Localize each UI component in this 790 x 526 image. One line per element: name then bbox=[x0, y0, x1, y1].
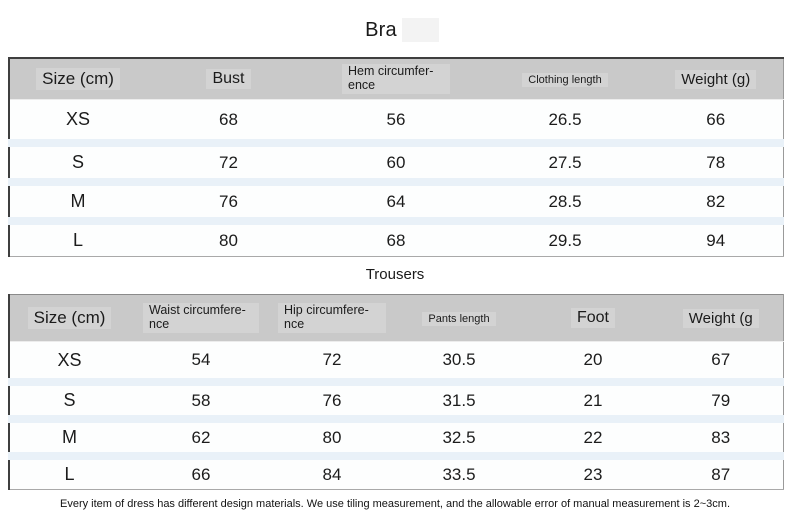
trousers-cell: 76 bbox=[273, 378, 391, 419]
header-label: Pants length bbox=[422, 312, 496, 326]
header-label: Waist circumfere-nce bbox=[143, 303, 259, 333]
bra-cell: 64 bbox=[311, 178, 481, 221]
bra-cell: 68 bbox=[219, 109, 238, 129]
trousers-cell: 31.5 bbox=[391, 378, 527, 419]
trousers-cell: 20 bbox=[583, 350, 603, 369]
trousers-cell: 72 bbox=[322, 350, 342, 369]
table-header-row: Size (cm) Bust Hem circumfer-ence Clothi… bbox=[9, 58, 783, 100]
size-label-cell: M bbox=[9, 415, 129, 456]
page-title-bra: Bra bbox=[365, 19, 397, 41]
header-label: Foot bbox=[570, 308, 615, 328]
bra-cell: 94 bbox=[649, 217, 783, 257]
trousers-cell: 67 bbox=[711, 350, 731, 369]
table-row: L 80 68 29.5 94 bbox=[9, 217, 783, 257]
table-header-row: Size (cm) Waist circumfere-nce Hip circu… bbox=[9, 294, 783, 342]
bra-header-hem-circumference: Hem circumfer-ence bbox=[311, 58, 481, 100]
bra-cell: 82 bbox=[649, 178, 783, 221]
header-label: Weight (g bbox=[682, 308, 759, 328]
trousers-cell: 79 bbox=[659, 378, 783, 419]
table-row: XS 68 56 26.5 66 bbox=[9, 100, 783, 144]
bra-cell: 60 bbox=[311, 139, 481, 182]
trousers-cell: 21 bbox=[527, 378, 659, 419]
header-label: Size (cm) bbox=[27, 307, 112, 329]
trousers-header-waist-circumference: Waist circumfere-nce bbox=[129, 294, 273, 342]
trousers-table-body: XS 54 72 30.5 20 67 S 58 76 31.5 21 79 M… bbox=[9, 342, 783, 490]
bra-cell: 26.5 bbox=[548, 109, 582, 129]
trousers-cell: 62 bbox=[129, 415, 273, 456]
size-label-cell: M bbox=[9, 178, 146, 221]
trousers-size-table: Size (cm) Waist circumfere-nce Hip circu… bbox=[8, 294, 784, 490]
size-label-cell: XS bbox=[65, 109, 90, 129]
trousers-cell: 66 bbox=[129, 452, 273, 490]
measurement-note: Every item of dress has different design… bbox=[60, 498, 730, 510]
bra-header-weight: Weight (g) bbox=[649, 58, 783, 100]
table-row: XS 54 72 30.5 20 67 bbox=[9, 342, 783, 383]
trousers-cell: 83 bbox=[659, 415, 783, 456]
trousers-header-weight: Weight (g bbox=[659, 294, 783, 342]
table-row: S 58 76 31.5 21 79 bbox=[9, 378, 783, 419]
table-row: L 66 84 33.5 23 87 bbox=[9, 452, 783, 490]
blurred-patch bbox=[402, 18, 439, 42]
bra-cell: 27.5 bbox=[481, 139, 649, 182]
bra-header-bust: Bust bbox=[146, 58, 311, 100]
trousers-cell: 80 bbox=[273, 415, 391, 456]
bra-header-clothing-length: Clothing length bbox=[481, 58, 649, 100]
size-label-cell: XS bbox=[57, 349, 82, 370]
trousers-header-pants-length: Pants length bbox=[391, 294, 527, 342]
trousers-cell: 30.5 bbox=[442, 350, 476, 369]
size-label-cell: L bbox=[9, 217, 146, 257]
trousers-header-foot: Foot bbox=[527, 294, 659, 342]
trousers-cell: 87 bbox=[659, 452, 783, 490]
header-label: Size (cm) bbox=[36, 68, 120, 90]
page-title-trousers: Trousers bbox=[365, 266, 425, 283]
bra-cell: 78 bbox=[649, 139, 783, 182]
trousers-cell: 32.5 bbox=[391, 415, 527, 456]
trousers-cell: 23 bbox=[527, 452, 659, 490]
trousers-cell: 84 bbox=[273, 452, 391, 490]
bra-cell: 76 bbox=[146, 178, 311, 221]
bra-table-body: XS 68 56 26.5 66 S 72 60 27.5 78 M 76 64… bbox=[9, 100, 783, 257]
table-row: S 72 60 27.5 78 bbox=[9, 139, 783, 182]
header-label: Hip circumfere-nce bbox=[278, 303, 386, 333]
trousers-header-size: Size (cm) bbox=[9, 294, 129, 342]
bra-cell: 68 bbox=[311, 217, 481, 257]
size-label-cell: L bbox=[9, 452, 129, 490]
table-row: M 76 64 28.5 82 bbox=[9, 178, 783, 221]
table-row: M 62 80 32.5 22 83 bbox=[9, 415, 783, 456]
header-label: Hem circumfer-ence bbox=[342, 64, 450, 94]
bra-cell: 72 bbox=[146, 139, 311, 182]
trousers-cell: 22 bbox=[527, 415, 659, 456]
trousers-header-hip-circumference: Hip circumfere-nce bbox=[273, 294, 391, 342]
trousers-table-header: Size (cm) Waist circumfere-nce Hip circu… bbox=[9, 294, 783, 342]
bra-size-table: Size (cm) Bust Hem circumfer-ence Clothi… bbox=[8, 57, 784, 257]
size-label-cell: S bbox=[9, 378, 129, 419]
size-label-cell: S bbox=[9, 139, 146, 182]
bra-header-size: Size (cm) bbox=[9, 58, 146, 100]
bra-cell: 29.5 bbox=[481, 217, 649, 257]
bra-cell: 28.5 bbox=[481, 178, 649, 221]
bra-cell: 66 bbox=[706, 109, 726, 129]
bra-table-header: Size (cm) Bust Hem circumfer-ence Clothi… bbox=[9, 58, 783, 100]
trousers-cell: 33.5 bbox=[391, 452, 527, 490]
header-label: Bust bbox=[206, 69, 251, 89]
header-label: Clothing length bbox=[522, 73, 608, 87]
header-label: Weight (g) bbox=[675, 69, 757, 89]
trousers-cell: 58 bbox=[129, 378, 273, 419]
bra-cell: 56 bbox=[386, 109, 406, 129]
bra-cell: 80 bbox=[146, 217, 311, 257]
trousers-cell: 54 bbox=[191, 350, 211, 369]
